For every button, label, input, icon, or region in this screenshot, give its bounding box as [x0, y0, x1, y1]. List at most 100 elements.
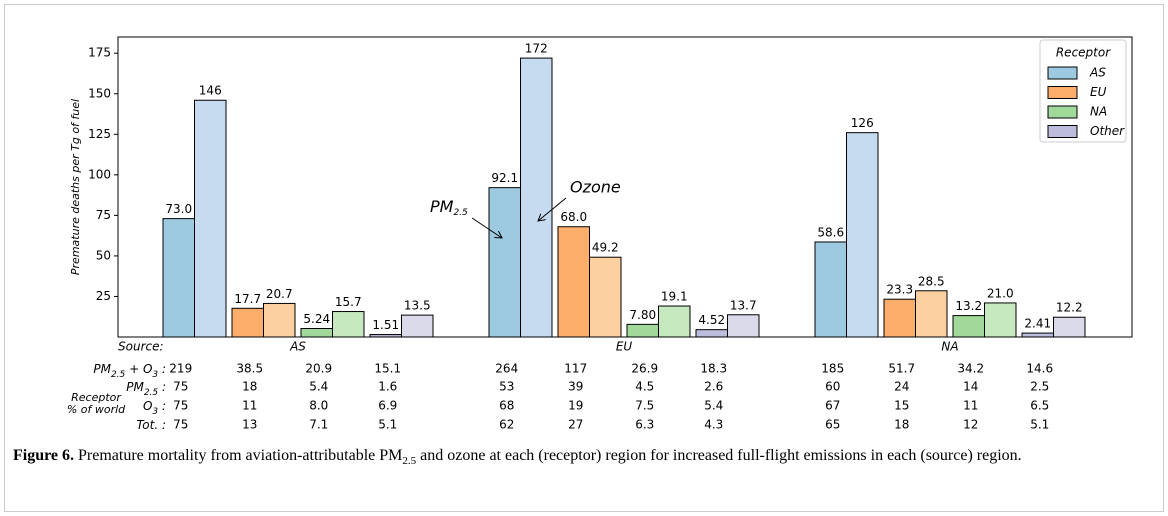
ozone-bar — [332, 311, 365, 338]
row-label-part: : — [158, 380, 166, 394]
table-cell: 6.3 — [635, 418, 654, 432]
row-label-part: O — [143, 399, 152, 413]
legend-swatch — [1047, 125, 1078, 138]
value-label: 7.80 — [629, 308, 656, 322]
row-label-part: 2.5 — [144, 388, 159, 398]
value-label: 12.2 — [1056, 301, 1083, 315]
table-cell: 11 — [242, 399, 257, 413]
table-cell: 5.4 — [309, 380, 328, 394]
chart: 25 50 75 100 125 150 175 Premature deaths per T… — [67, 36, 1133, 432]
table-cell: 1.6 — [378, 380, 397, 394]
source-category: EU — [616, 340, 633, 354]
value-label: 5.24 — [303, 312, 330, 326]
pm-bar — [814, 241, 847, 338]
table-cell: 18 — [242, 380, 257, 394]
legend-swatch — [1047, 105, 1078, 119]
ozone-bar — [984, 302, 1017, 338]
table-cell: 2.6 — [704, 380, 723, 394]
row-label: Tot. : — [136, 418, 166, 432]
value-label: 1.51 — [372, 318, 399, 332]
table-cell: 6.9 — [378, 399, 397, 413]
row-label-part: PM — [126, 380, 144, 394]
ozone-bar — [401, 314, 434, 338]
table-cell: 219 — [169, 362, 192, 376]
value-label: 21.0 — [987, 286, 1014, 300]
table-cell: 20.9 — [305, 362, 332, 376]
table-cell: 24 — [894, 380, 909, 394]
pm-annotation-part: 2.5 — [453, 208, 468, 218]
pm-bar — [952, 315, 985, 338]
table-cell: 4.3 — [704, 418, 723, 432]
table-cell: 75 — [173, 399, 188, 413]
pm-bar — [369, 334, 402, 338]
row-label: O3 : — [143, 399, 166, 417]
row-label-part: 2.5 — [111, 370, 126, 380]
pm-bar — [162, 218, 195, 338]
pm-bar — [883, 298, 916, 338]
annotation-arrow — [538, 197, 567, 221]
y-tick-label: 175 — [88, 46, 111, 60]
table-cell: 8.0 — [309, 399, 328, 413]
table-cell: 65 — [825, 418, 840, 432]
pm-bar — [488, 187, 521, 338]
row-label: PM2.5 + O3 : — [93, 362, 166, 380]
pm-bar — [231, 307, 264, 338]
table-cell: 75 — [173, 418, 188, 432]
value-label: 23.3 — [886, 283, 913, 297]
value-label: 13.5 — [404, 299, 431, 313]
ozone-bar — [846, 132, 879, 338]
table-cell: 51.7 — [888, 362, 915, 376]
caption: Figure 6. Premature mortality from aviat… — [13, 445, 1133, 472]
pm-annotation-part: PM — [430, 197, 454, 216]
table-cell: 38.5 — [236, 362, 263, 376]
table-cell: 117 — [564, 362, 587, 376]
table-cell: 18.3 — [700, 362, 727, 376]
source-category: NA — [941, 340, 958, 354]
ozone-bar — [194, 99, 227, 338]
caption-part: Premature mortality from aviation-attrib… — [74, 447, 403, 464]
ozone-bar — [263, 302, 296, 338]
table-cell: 12 — [963, 418, 978, 432]
value-label: 17.7 — [234, 292, 261, 306]
ozone-annotation: Ozone — [570, 178, 621, 197]
y-tick-label: 125 — [88, 127, 111, 141]
source-label: Source: — [118, 340, 164, 354]
value-label: 2.41 — [1024, 317, 1051, 331]
row-label-part: 3 — [152, 370, 158, 380]
table-cell: 7.5 — [635, 399, 654, 413]
value-label: 126 — [851, 116, 874, 130]
pm-bar — [1021, 332, 1054, 338]
row-label: PM2.5 : — [126, 380, 166, 398]
table-cell: 13 — [242, 418, 257, 432]
value-label: 146 — [199, 84, 222, 98]
ozone-bar — [520, 57, 553, 338]
row-label-part: : — [158, 362, 166, 376]
table-cell: 53 — [499, 380, 514, 394]
value-label: 20.7 — [266, 287, 293, 301]
figure: 25 50 75 100 125 150 175 Premature deaths per T… — [4, 4, 1164, 512]
value-label: 68.0 — [560, 210, 587, 224]
table-cell: 26.9 — [631, 362, 658, 376]
caption-part: 2.5 — [402, 455, 417, 468]
value-label: 19.1 — [661, 290, 688, 304]
legend-swatch — [1047, 86, 1078, 99]
value-label: 13.2 — [955, 299, 982, 313]
table-cell: 185 — [821, 362, 844, 376]
pm-bar — [557, 226, 590, 338]
table-cell: 4.5 — [635, 380, 654, 394]
legend-swatch — [1047, 66, 1078, 80]
table-cell: 7.1 — [309, 418, 328, 432]
caption-part: and ozone at each (receptor) region for … — [416, 447, 1022, 464]
row-label-part: Tot. : — [136, 418, 166, 432]
y-axis-label: Premature deaths per Tg of fuel — [69, 99, 82, 275]
plot-frame — [117, 36, 1133, 338]
caption-part: Figure 6. — [13, 447, 75, 464]
pm-bar — [300, 328, 333, 338]
y-tick-label: 150 — [88, 86, 111, 100]
table-cell: 62 — [499, 418, 514, 432]
ozone-bar — [915, 290, 948, 338]
table-cell: 14 — [963, 380, 978, 394]
table-cell: 27 — [568, 418, 583, 432]
annotation-arrow — [471, 217, 502, 238]
table-cell: 19 — [568, 399, 583, 413]
